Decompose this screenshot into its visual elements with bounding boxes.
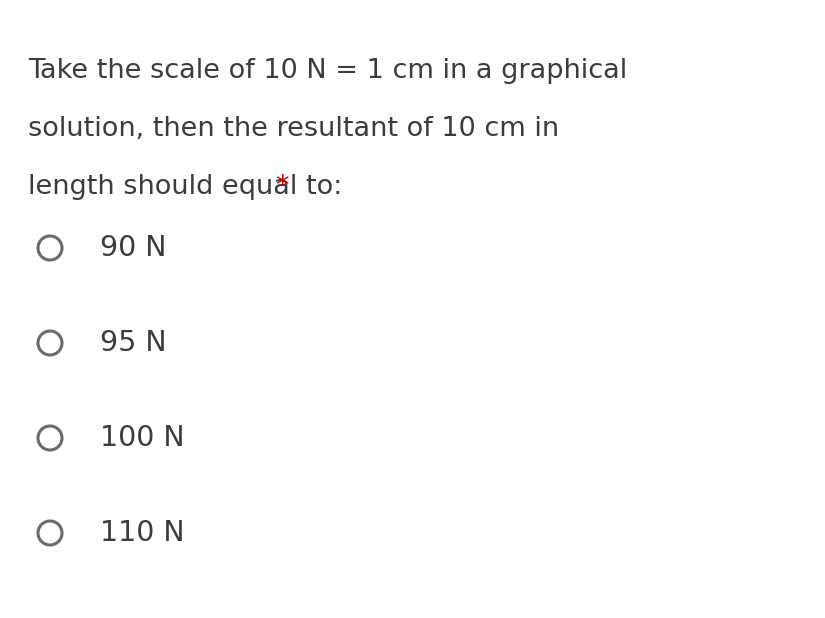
Text: length should equal to:: length should equal to: [28, 174, 351, 200]
Text: Take the scale of 10 N = 1 cm in a graphical: Take the scale of 10 N = 1 cm in a graph… [28, 58, 627, 84]
Text: solution, then the resultant of 10 cm in: solution, then the resultant of 10 cm in [28, 116, 559, 142]
Text: *: * [276, 174, 289, 200]
Text: 90 N: 90 N [100, 234, 167, 262]
Text: 110 N: 110 N [100, 519, 185, 547]
Text: 95 N: 95 N [100, 329, 167, 357]
Text: 100 N: 100 N [100, 424, 185, 452]
